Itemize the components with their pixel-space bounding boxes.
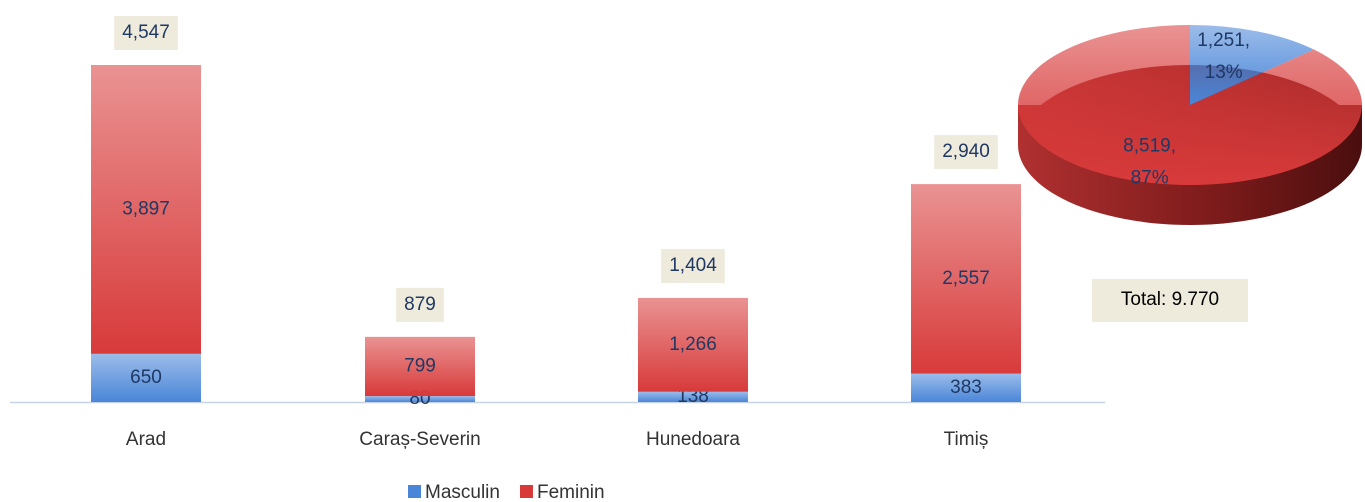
- total-label-box: [934, 135, 998, 170]
- bar-segment: [638, 391, 748, 402]
- legend-label: Masculin: [425, 482, 500, 502]
- pie-value-label: 8,519,: [1123, 135, 1176, 156]
- total-label: 879: [404, 294, 436, 315]
- pie-percent-label: 13%: [1205, 62, 1243, 83]
- segment-label: 383: [950, 377, 982, 398]
- total-label: 2,940: [942, 141, 990, 162]
- bar-segment: [638, 297, 748, 392]
- legend-label: Feminin: [537, 482, 605, 502]
- total-label-box: [661, 248, 725, 283]
- bar-segment: [911, 373, 1021, 402]
- bar-segment: [365, 336, 475, 397]
- x-tick-label: Timiș: [944, 429, 989, 450]
- total-label: 4,547: [122, 22, 170, 43]
- legend-swatch: [408, 485, 421, 498]
- x-tick-label: Hunedoara: [646, 429, 740, 450]
- segment-label: 1,266: [669, 334, 717, 355]
- annotation-box: [1092, 279, 1248, 322]
- bar-segment: [91, 65, 201, 354]
- pie-value-label: 1,251,: [1197, 30, 1250, 51]
- pie-percent-label: 87%: [1131, 167, 1169, 188]
- legend-swatch: [519, 485, 533, 498]
- segment-label: 3,897: [122, 198, 170, 219]
- total-label-box: [114, 16, 178, 50]
- bar-segment: [365, 396, 475, 402]
- bar-segment: [911, 184, 1021, 374]
- annotation: Total: 9.770: [1121, 289, 1219, 310]
- segment-label: 799: [404, 355, 436, 376]
- pie-slice: [1017, 25, 1362, 185]
- segment-label: 2,557: [942, 268, 990, 289]
- x-tick-label: Caraș-Severin: [359, 429, 480, 450]
- x-tick-label: Arad: [126, 429, 166, 450]
- total-label: 1,404: [669, 255, 717, 276]
- pie-slice: [1190, 25, 1314, 105]
- bar-segment: [91, 353, 201, 402]
- total-label-box: [396, 287, 444, 322]
- segment-label: 650: [130, 367, 162, 388]
